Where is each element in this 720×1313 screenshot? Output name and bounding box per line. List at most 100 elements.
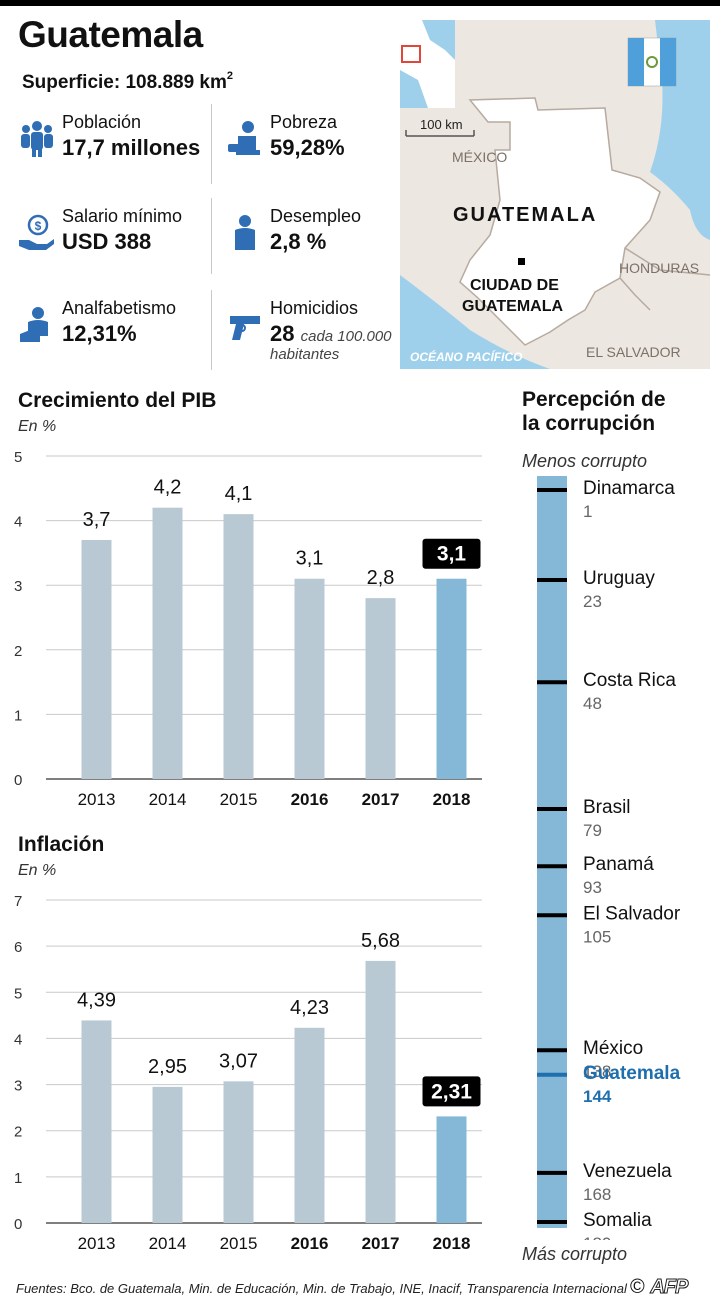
gdp-xtick-label: 2013 — [78, 790, 116, 809]
corruption-country-label: México — [583, 1038, 643, 1059]
gdp-bar — [365, 598, 396, 779]
gdp-data-label: 2,8 — [367, 567, 395, 589]
map-label-mexico: MÉXICO — [452, 149, 507, 165]
gdp-bar — [152, 507, 183, 779]
stat-value: USD 388 — [62, 229, 152, 254]
inset-land — [400, 20, 455, 108]
inflation-label-box — [422, 1076, 481, 1107]
stat-value-note: cada 100.000 — [300, 328, 392, 345]
stat-value-number: 28 — [270, 321, 295, 346]
inflation-xtick-label: 2013 — [78, 1234, 116, 1253]
gdp-chart-title: Crecimiento del PIB — [18, 389, 217, 412]
inflation-ytick-label: 0 — [14, 1216, 22, 1233]
corruption-rank-label: 23 — [583, 592, 602, 611]
beggar-icon — [228, 121, 260, 155]
map-label-honduras: HONDURAS — [619, 260, 699, 276]
gdp-bar — [81, 539, 112, 779]
inflation-ytick-label: 3 — [14, 1078, 22, 1095]
stat-value: 2,8 % — [270, 229, 327, 254]
gdp-ytick-label: 5 — [14, 449, 22, 466]
inflation-ytick-label: 2 — [14, 1124, 22, 1141]
scale-label: 100 km — [420, 117, 463, 132]
corruption-title-line1: Percepción de — [522, 388, 666, 411]
afp-logo: AFP — [650, 1276, 689, 1299]
stat-value: 59,28% — [270, 135, 345, 160]
inflation-xtick-label: 2018 — [433, 1234, 471, 1253]
corruption-title: Percepción de la corrupción — [522, 388, 666, 436]
surface-area: Superficie: 108.889 km2 — [22, 70, 233, 94]
stat-value: 17,7 millones — [62, 135, 201, 160]
inflation-bar — [81, 1020, 112, 1223]
svg-text:$: $ — [35, 219, 42, 233]
gdp-xtick-label: 2016 — [291, 790, 329, 809]
sources-footer: Fuentes: Bco. de Guatemala, Min. de Educ… — [16, 1281, 627, 1296]
gdp-ytick-label: 2 — [14, 643, 22, 660]
stat-label: Analfabetismo — [62, 298, 177, 318]
pacific-ocean — [400, 275, 550, 369]
inflation-xtick-label: 2016 — [291, 1234, 329, 1253]
corruption-rank-label: 48 — [583, 694, 602, 713]
capital-marker — [518, 258, 525, 265]
corruption-country-label: Somalia — [583, 1210, 652, 1231]
inflation-ytick-label: 6 — [14, 939, 22, 956]
inflation-data-label: 4,23 — [290, 997, 329, 1019]
guatemala-territory — [459, 97, 661, 346]
page-title: Guatemala — [18, 14, 203, 55]
copyright-symbol: © — [630, 1276, 645, 1298]
corruption-rank-label: 144 — [583, 1087, 612, 1106]
inflation-data-label: 4,39 — [77, 989, 116, 1011]
gun-icon — [230, 316, 260, 340]
inflation-chart-title: Inflación — [18, 833, 105, 856]
stat-value: 12,31% — [62, 321, 137, 346]
gdp-ytick-label: 4 — [14, 514, 22, 531]
corruption-country-label: Costa Rica — [583, 670, 676, 691]
gdp-label-box — [422, 538, 481, 569]
border-lines — [619, 247, 710, 311]
corruption-rank-label: 79 — [583, 821, 602, 840]
corruption-country-label: El Salvador — [583, 903, 681, 924]
reader-icon — [20, 307, 48, 342]
corruption-scale: Dinamarca 1 Uruguay 23 Costa Rica 48 Brasil 79 P… — [537, 476, 681, 1240]
stat-label: Salario mínimo — [62, 206, 183, 226]
inflation-ytick-label: 4 — [14, 1031, 22, 1048]
stat-label: Pobreza — [270, 112, 338, 132]
inflation-ytick-label: 7 — [14, 893, 22, 910]
corruption-scale-bar — [537, 476, 567, 1228]
inflation-data-label: 5,68 — [361, 930, 400, 952]
gdp-xtick-label: 2017 — [362, 790, 400, 809]
gdp-xtick-label: 2018 — [433, 790, 471, 809]
gdp-chart: 0 1 2 3 4 5 3,7 2013 4,2 2014 4,1 2015 3,1 2016 2,8 201… — [14, 449, 482, 809]
inflation-data-label: 2,95 — [148, 1056, 187, 1078]
gdp-chart-subtitle: En % — [18, 418, 57, 435]
gdp-data-label: 4,1 — [225, 483, 253, 505]
unemployed-person-icon — [235, 215, 255, 250]
inflation-xtick-label: 2017 — [362, 1234, 400, 1253]
inflation-xtick-label: 2015 — [220, 1234, 258, 1253]
corruption-top-label: Menos corrupto — [522, 451, 648, 471]
inflation-bar — [223, 1081, 254, 1223]
top-bar — [0, 0, 720, 6]
corruption-title-line2: la corrupción — [522, 412, 656, 435]
divider — [211, 198, 212, 274]
gdp-ytick-label: 3 — [14, 578, 22, 595]
corruption-rank-label: 180 — [583, 1234, 611, 1240]
map-label-capital-2: GUATEMALA — [462, 298, 563, 315]
inflation-chart: 0 1 2 3 4 5 6 7 4,39 2013 2,95 2014 3,07 2015 4,23 2016… — [14, 893, 482, 1253]
corruption-rank-label: 138 — [583, 1062, 611, 1081]
corruption-rank-label: 105 — [583, 927, 611, 946]
inflation-bar — [436, 1116, 467, 1223]
stat-label: Población — [62, 112, 142, 132]
gdp-xtick-label: 2015 — [220, 790, 258, 809]
surface-label: Superficie: 108.889 km — [22, 72, 227, 93]
map-label-el-salvador: EL SALVADOR — [586, 344, 681, 360]
stat-label: Homicidios — [270, 298, 359, 318]
gdp-data-label: 4,2 — [154, 477, 182, 499]
map-label-ocean: OCÉANO PACÍFICO — [410, 349, 523, 364]
gdp-ytick-label: 1 — [14, 707, 22, 724]
corruption-country-label: Dinamarca — [583, 478, 675, 499]
corruption-country-label: Venezuela — [583, 1161, 672, 1182]
gdp-data-label: 3,1 — [437, 543, 467, 566]
inflation-ytick-label: 5 — [14, 985, 22, 1002]
map-svg: 100 km MÉXICO GUATEMALA CIUDAD DE GUATEM… — [400, 20, 710, 369]
corruption-country-label: Brasil — [583, 797, 631, 818]
